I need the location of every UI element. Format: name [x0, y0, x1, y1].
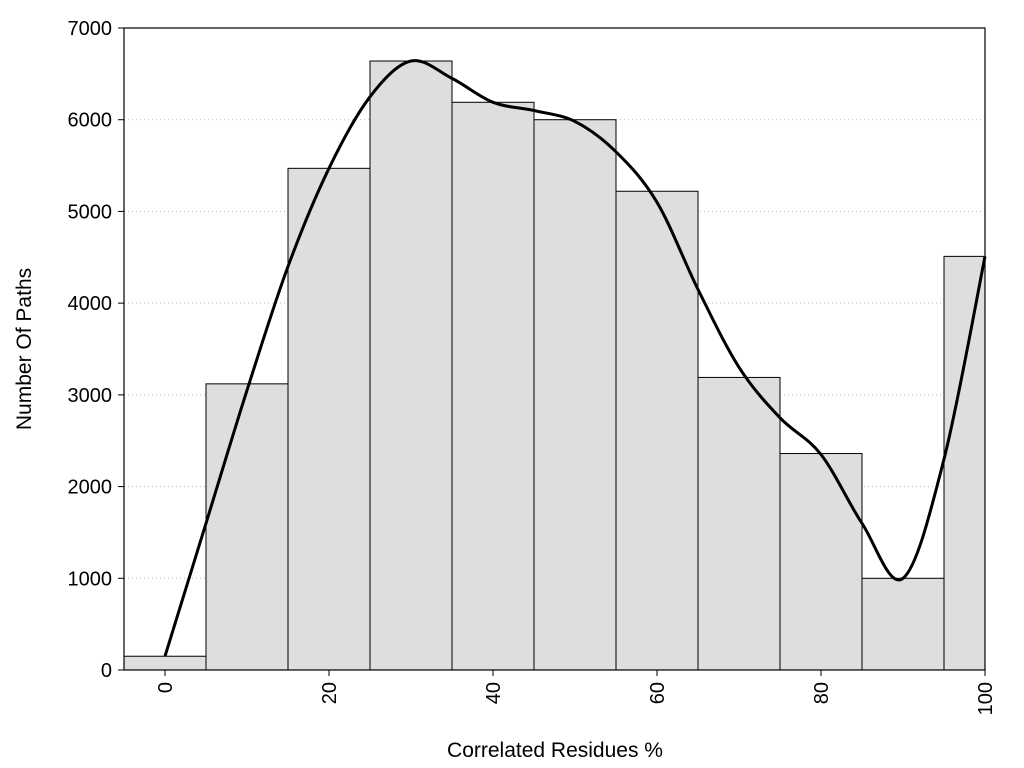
- bar-40: [451, 101, 535, 671]
- density-curve-line: [163, 59, 987, 657]
- y-tick-label: 5000: [68, 201, 113, 223]
- y-tick-label: 3000: [68, 385, 113, 407]
- bars: [123, 60, 986, 671]
- bar-70: [697, 376, 781, 671]
- y-tick-label: 0: [101, 660, 112, 682]
- x-tick-label: 40: [483, 682, 505, 704]
- y-tick-label: 7000: [68, 18, 113, 40]
- y-axis: 0 1000 2000 3000 4000 5000 6000 7000: [68, 18, 124, 682]
- x-tick-label: 0: [155, 682, 177, 693]
- bar-30: [369, 60, 453, 671]
- x-tick-label: 60: [647, 682, 669, 704]
- x-tick-label: 100: [975, 682, 997, 715]
- y-tick-label: 2000: [68, 477, 113, 499]
- bar-90: [861, 577, 945, 671]
- y-tick-label: 4000: [68, 293, 113, 315]
- y-axis-title: Number Of Paths: [13, 268, 36, 430]
- x-tick-label: 80: [811, 682, 833, 704]
- y-tick-label: 1000: [68, 568, 113, 590]
- x-axis-title: Correlated Residues %: [447, 739, 663, 762]
- y-tick-label: 6000: [68, 110, 113, 132]
- density-curve: [163, 59, 987, 657]
- bar-10: [205, 383, 289, 671]
- bar-50: [533, 119, 617, 671]
- bar-80: [779, 453, 863, 671]
- x-tick-label: 20: [319, 682, 341, 704]
- bar-0: [123, 655, 207, 671]
- plot-frame: [123, 27, 986, 671]
- x-axis: 0 20 40 60 80 100: [155, 670, 997, 715]
- bar-100: [943, 255, 986, 671]
- bar-60: [615, 190, 699, 671]
- bar-20: [287, 167, 371, 671]
